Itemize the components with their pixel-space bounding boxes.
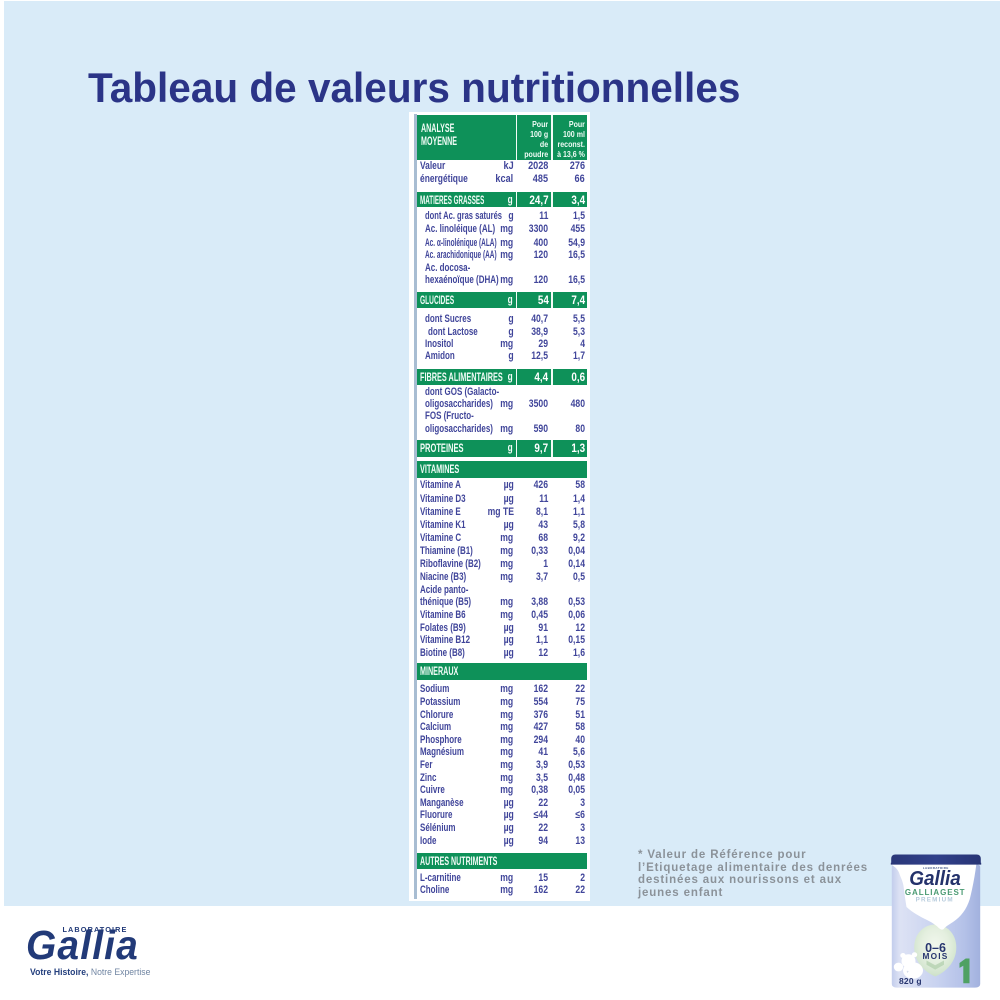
svg-text:820 g: 820 g xyxy=(899,976,922,986)
svg-text:+: + xyxy=(906,969,909,974)
svg-text:GALLIAGEST: GALLIAGEST xyxy=(904,887,965,896)
svg-text:0–6: 0–6 xyxy=(925,941,946,955)
svg-text:LABORATOIRE: LABORATOIRE xyxy=(922,865,948,869)
svg-text:Gallia: Gallia xyxy=(909,867,961,890)
svg-text:MOIS: MOIS xyxy=(922,950,948,960)
svg-text:PREMIUM: PREMIUM xyxy=(915,896,953,903)
